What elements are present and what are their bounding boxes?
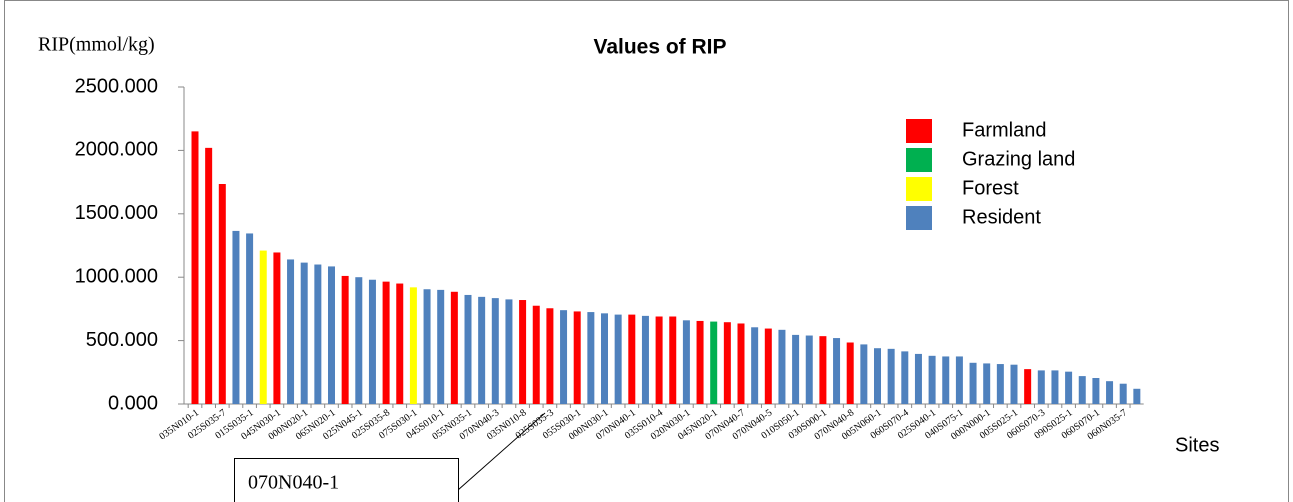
bar	[464, 294, 472, 404]
x-axis-label: Sites	[1175, 434, 1219, 456]
bar	[1065, 371, 1073, 404]
legend-swatch	[906, 148, 932, 172]
bar	[983, 363, 991, 404]
bar	[532, 305, 540, 404]
y-tick-label: 2000.000	[75, 139, 158, 161]
bar	[205, 147, 213, 404]
bar	[996, 364, 1004, 404]
bar	[846, 342, 854, 404]
y-tick-label: 2500.000	[75, 75, 158, 97]
bar	[751, 327, 759, 404]
bar	[409, 287, 417, 404]
legend-label: Grazing land	[962, 148, 1075, 170]
bar	[614, 314, 622, 404]
bar	[1119, 383, 1127, 404]
bar	[737, 323, 745, 404]
y-tick-label: 0.000	[108, 392, 158, 414]
bar	[601, 313, 608, 404]
bar	[682, 320, 690, 404]
bar	[860, 344, 868, 404]
bar	[1092, 378, 1100, 404]
bar	[246, 233, 254, 404]
bar	[191, 131, 199, 404]
bar	[628, 314, 636, 404]
legend-swatch	[906, 119, 932, 143]
bar	[914, 353, 922, 404]
bar	[819, 336, 827, 404]
bar	[300, 262, 308, 404]
bar	[833, 338, 841, 404]
bar	[669, 316, 677, 404]
legend-label: Resident	[962, 206, 1041, 228]
frame	[4, 0, 1289, 502]
bar	[314, 264, 322, 404]
bar	[710, 321, 718, 404]
legend-label: Forest	[962, 177, 1019, 199]
bar	[1106, 381, 1114, 404]
bar	[1133, 388, 1141, 404]
bar	[396, 283, 404, 404]
bar	[887, 348, 895, 404]
bar	[273, 252, 281, 404]
bar	[368, 279, 376, 404]
bar	[478, 296, 486, 404]
chart-title: Values of RIP	[593, 36, 726, 59]
bar	[573, 311, 581, 404]
y-axis-label: RIP(mmol/kg)	[38, 34, 155, 56]
bar	[1051, 370, 1059, 404]
callout-text: 070N040-1	[248, 472, 339, 494]
y-tick-label: 500.000	[86, 329, 158, 351]
bar	[341, 275, 349, 404]
bar	[1078, 376, 1086, 404]
y-tick-label: 1000.000	[75, 265, 158, 287]
callout-box	[234, 458, 459, 502]
bar	[805, 335, 813, 404]
bar	[1024, 369, 1032, 404]
y-tick-label: 1500.000	[75, 202, 158, 224]
bar	[519, 300, 527, 404]
legend-swatch	[906, 177, 932, 201]
bar	[328, 266, 335, 404]
bar	[792, 334, 800, 404]
legend-label: Farmland	[962, 119, 1046, 141]
bar	[874, 348, 881, 404]
bar	[491, 298, 499, 404]
legend-swatch	[906, 206, 932, 230]
bar	[232, 230, 240, 404]
bar	[259, 250, 267, 404]
bar	[723, 322, 731, 404]
bar	[355, 277, 363, 404]
bar	[587, 312, 595, 404]
bar	[655, 316, 663, 404]
bar	[1037, 370, 1045, 404]
callout-line	[457, 412, 546, 491]
bar	[437, 289, 445, 404]
bar	[778, 329, 786, 404]
bar	[901, 351, 909, 404]
bar	[382, 281, 390, 404]
bar	[287, 259, 295, 404]
bar	[696, 320, 704, 404]
bar	[218, 184, 226, 404]
bar	[423, 289, 431, 404]
bar	[764, 328, 772, 404]
bar	[505, 299, 513, 404]
bar	[955, 356, 963, 404]
bar	[641, 315, 649, 404]
bar	[928, 355, 936, 404]
bar	[560, 310, 568, 404]
bar	[546, 308, 554, 404]
bar	[450, 291, 458, 404]
bar	[942, 356, 950, 404]
bar	[1010, 364, 1018, 404]
bar	[969, 362, 977, 404]
